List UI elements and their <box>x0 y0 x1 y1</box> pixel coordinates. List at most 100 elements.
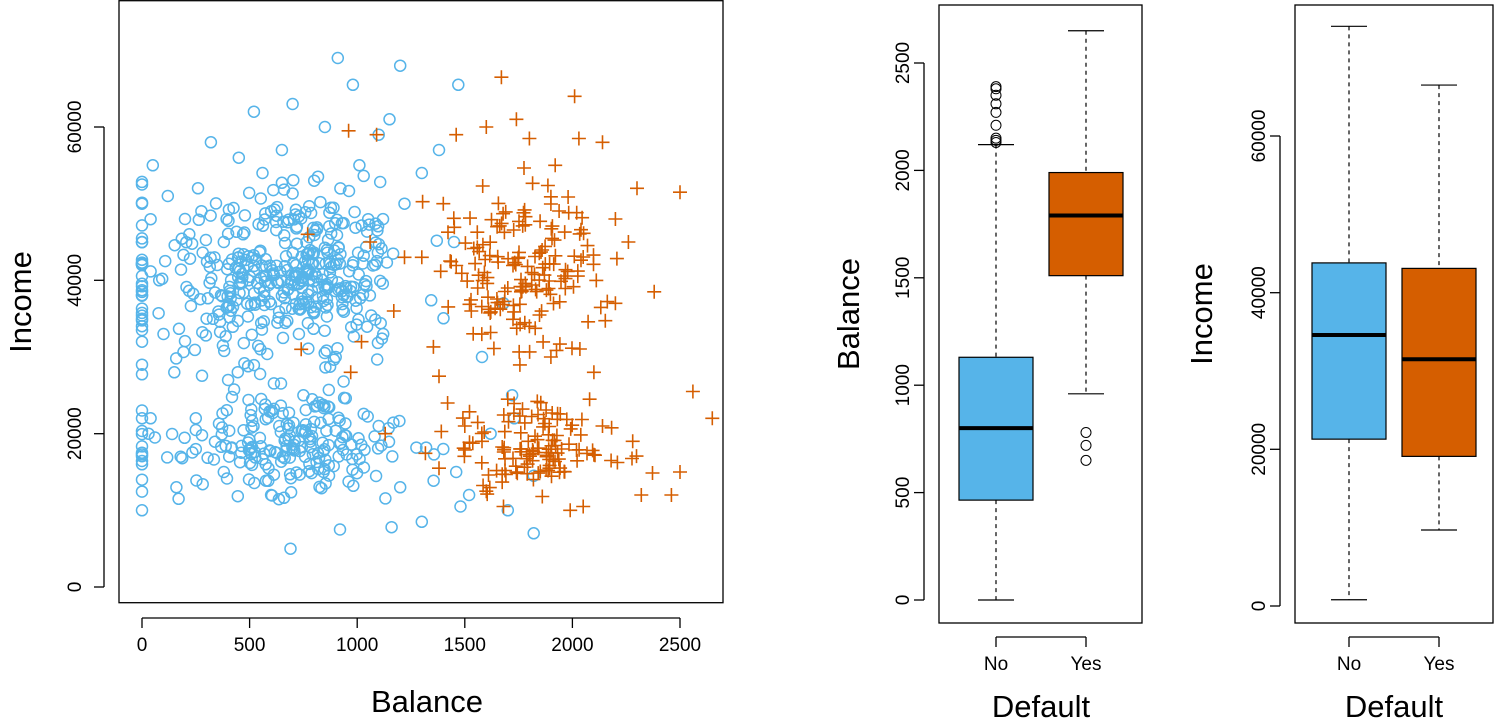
scatter-point-no <box>319 282 332 296</box>
scatter-point-no <box>368 258 382 271</box>
scatter-point-no <box>307 306 321 320</box>
scatter-point-no <box>265 489 279 502</box>
balance-outlier-no <box>990 83 1002 95</box>
scatter-point-no <box>318 324 331 337</box>
scatter-point-no <box>327 353 341 366</box>
balance-outlier-yes <box>1080 426 1092 438</box>
scatter-point-yes <box>538 239 553 254</box>
scatter-point-yes <box>600 294 615 309</box>
scatter-point-yes <box>476 478 491 493</box>
scatter-point-no <box>329 350 342 364</box>
scatter-point-yes <box>625 451 639 466</box>
scatter-point-no <box>261 411 275 424</box>
scatter-point-yes <box>462 404 477 419</box>
scatter-y-axis: 0 20000 40000 60000 <box>65 101 105 592</box>
scatter-point-no <box>216 339 230 352</box>
scatter-x-tick-label: 2500 <box>659 635 701 656</box>
scatter-x-tick-label: 1500 <box>444 635 486 656</box>
scatter-point-yes <box>512 344 527 359</box>
scatter-point-yes <box>470 281 485 295</box>
scatter-point-no <box>135 196 149 209</box>
scatter-point-yes <box>506 258 520 273</box>
scatter-point-no <box>231 270 245 284</box>
scatter-point-yes <box>621 235 636 249</box>
scatter-point-no <box>277 229 291 242</box>
scatter-point-no <box>196 477 209 491</box>
scatter-point-yes <box>458 236 473 251</box>
scatter-panel: 0 500 1000 1500 2000 2500 0 20000 40000 … <box>3 0 724 719</box>
scatter-point-no <box>203 276 216 290</box>
scatter-point-yes <box>470 240 485 255</box>
scatter-point-no <box>255 259 269 272</box>
scatter-point-no <box>353 292 367 305</box>
scatter-point-no <box>237 336 251 350</box>
income-box-yes <box>1401 267 1477 457</box>
income-x-tick-label-no: No <box>1337 654 1361 675</box>
scatter-point-no <box>258 298 271 312</box>
scatter-point-yes <box>523 449 537 464</box>
scatter-point-no <box>247 419 260 433</box>
balance-boxplot-y-axis: 0 500 1000 1500 2000 2500 <box>893 42 925 605</box>
scatter-point-no <box>135 319 149 333</box>
scatter-point-no <box>194 292 207 306</box>
scatter-point-no <box>360 320 374 333</box>
scatter-point-yes <box>378 426 393 441</box>
scatter-point-yes <box>567 89 582 104</box>
scatter-point-yes <box>546 296 561 311</box>
scatter-point-yes <box>512 297 527 312</box>
scatter-point-yes <box>569 443 584 457</box>
scatter-point-yes <box>580 238 595 253</box>
scatter-point-yes <box>535 489 550 504</box>
scatter-point-no <box>275 143 289 157</box>
scatter-point-no <box>135 302 149 315</box>
scatter-point-no <box>200 312 213 325</box>
scatter-point-yes <box>294 342 309 357</box>
scatter-point-no <box>346 78 360 92</box>
scatter-point-no <box>242 444 256 457</box>
scatter-point-no <box>135 323 149 337</box>
scatter-point-no <box>186 446 199 459</box>
scatter-point-no <box>307 415 321 429</box>
scatter-point-no <box>276 331 290 345</box>
scatter-point-yes <box>549 343 564 358</box>
scatter-point-no <box>190 474 203 487</box>
scatter-point-yes <box>414 250 429 265</box>
balance-boxplot-panel: 0 500 1000 1500 2000 2500 No Yes Default… <box>831 4 1143 721</box>
scatter-point-no <box>347 479 360 493</box>
scatter-point-no <box>221 290 234 303</box>
scatter-point-no <box>432 143 446 157</box>
scatter-point-no <box>337 216 350 230</box>
scatter-point-yes <box>466 241 481 256</box>
scatter-point-yes <box>454 266 469 281</box>
scatter-point-yes <box>647 284 662 299</box>
scatter-point-no <box>372 419 385 433</box>
scatter-x-tick-label: 1000 <box>336 635 378 656</box>
scatter-point-no <box>135 175 149 189</box>
scatter-point-yes <box>494 216 509 231</box>
scatter-point-no <box>287 173 300 187</box>
scatter-point-no <box>285 302 299 315</box>
scatter-point-no <box>274 377 288 390</box>
scatter-point-no <box>168 366 181 379</box>
scatter-point-yes <box>479 484 494 499</box>
scatter-point-no <box>135 446 149 460</box>
scatter-point-yes <box>530 394 545 409</box>
scatter-point-yes <box>552 204 567 218</box>
scatter-point-yes <box>547 233 562 248</box>
scatter-point-yes <box>574 222 588 237</box>
scatter-point-yes <box>497 284 512 299</box>
scatter-point-yes <box>363 235 378 249</box>
scatter-point-no <box>501 504 515 517</box>
scatter-point-no <box>165 427 179 441</box>
scatter-point-no <box>254 316 268 330</box>
balance-outlier-no <box>990 89 1002 101</box>
scatter-point-no <box>290 222 303 235</box>
scatter-point-no <box>185 237 199 250</box>
scatter-point-no <box>135 440 149 453</box>
scatter-point-no <box>279 301 292 315</box>
scatter-point-no <box>393 59 407 72</box>
scatter-point-yes <box>475 179 490 193</box>
scatter-point-no <box>241 360 255 373</box>
scatter-point-no <box>314 416 327 430</box>
scatter-point-yes <box>541 281 556 296</box>
